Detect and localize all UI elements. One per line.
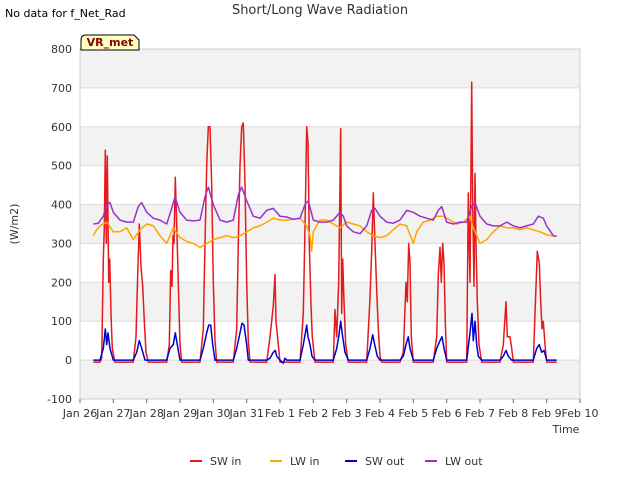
plot-band <box>80 126 580 166</box>
y-tick-label: 0 <box>65 354 72 367</box>
no-data-note: No data for f_Net_Rad <box>5 7 126 20</box>
x-tick-label: Feb 1 <box>265 407 295 420</box>
y-tick-label: 600 <box>51 121 72 134</box>
plot-band <box>80 360 580 399</box>
vr-met-badge: VR_met <box>80 34 140 51</box>
series-sw-out-line <box>93 312 557 364</box>
x-tick-label: Feb 3 <box>332 407 362 420</box>
x-axis-label: Time <box>552 423 580 436</box>
y-tick-label: 800 <box>51 43 72 56</box>
x-tick-label: Feb 5 <box>398 407 428 420</box>
chart-title: Short/Long Wave Radiation <box>231 3 409 18</box>
x-tick-label: Jan 27 <box>95 407 130 420</box>
y-tick-label: -100 <box>47 393 72 406</box>
y-tick-label: 200 <box>51 276 72 289</box>
y-tick-label: 100 <box>51 315 72 328</box>
x-tick-label: Feb 8 <box>498 407 528 420</box>
legend-label-sw-in: SW in <box>210 455 241 468</box>
plot-band <box>80 49 580 88</box>
series-lw-out-line <box>93 186 557 238</box>
x-tick-label: Feb 9 <box>532 407 562 420</box>
gridlines <box>80 48 580 400</box>
x-tick-label: Feb 10 <box>562 407 599 420</box>
plot-band <box>80 282 580 322</box>
x-tick-label: Jan 29 <box>162 407 197 420</box>
plot-bands <box>80 49 580 399</box>
legend-label-lw-in: LW in <box>290 455 320 468</box>
x-tick-label: Feb 2 <box>298 407 328 420</box>
series-lw-in-line <box>92 215 557 252</box>
legend-label-sw-out: SW out <box>365 455 405 468</box>
x-tick-label: Jan 30 <box>195 407 230 420</box>
plot-band <box>80 204 580 244</box>
y-tick-label: 300 <box>51 237 72 250</box>
plot-frame <box>79 48 581 400</box>
y-ticks: -100 0 100 200 300 400 500 600 700 800 <box>47 43 72 406</box>
y-tick-label: 400 <box>51 199 72 212</box>
badge-label: VR_met <box>87 36 134 49</box>
x-tick-label: Jan 26 <box>62 407 97 420</box>
x-tick-label: Jan 31 <box>228 407 263 420</box>
y-tick-label: 500 <box>51 160 72 173</box>
y-axis-label: (W/m2) <box>8 204 21 245</box>
series-lines <box>92 81 557 364</box>
legend-label-lw-out: LW out <box>445 455 483 468</box>
x-tick-label: Jan 28 <box>128 407 163 420</box>
x-tick-label: Feb 6 <box>432 407 462 420</box>
y-tick-label: 700 <box>51 82 72 95</box>
x-tick-label: Feb 7 <box>465 407 495 420</box>
x-tick-label: Feb 4 <box>365 407 395 420</box>
legend: SW in LW in SW out LW out <box>190 455 483 468</box>
